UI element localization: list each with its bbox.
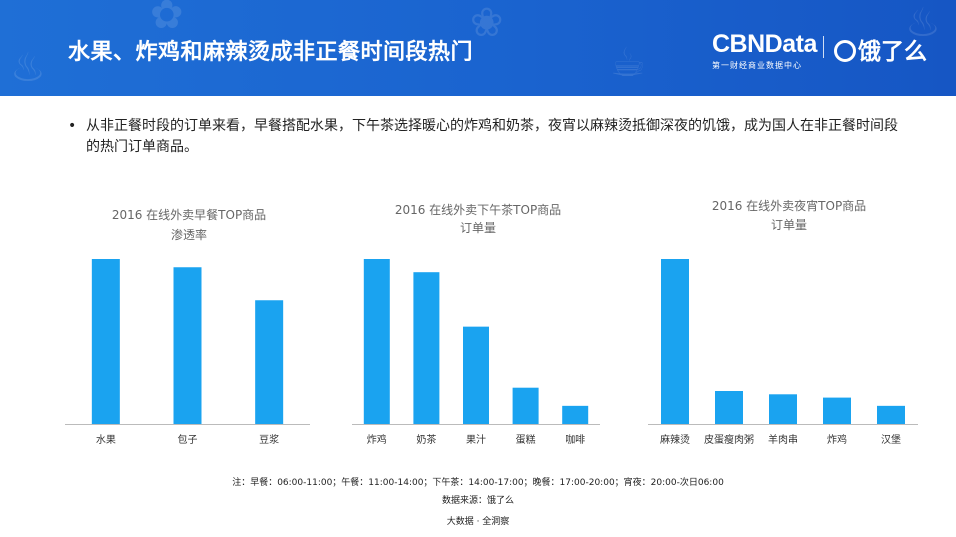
chart-title: 2016 在线外卖夜宵TOP商品 xyxy=(712,198,866,213)
food-decoration-icon: ✿ xyxy=(150,0,184,38)
tagline: 大数据 · 全洞察 xyxy=(446,517,510,527)
chart-subtitle: 订单量 xyxy=(460,221,496,235)
bar-包子 xyxy=(173,267,202,424)
partner-name: 饿了么 xyxy=(858,39,927,65)
x-tick-label: 果汁 xyxy=(466,433,486,446)
eleme-logo: 饿了么 xyxy=(834,32,927,66)
bar-麻辣烫 xyxy=(661,259,689,424)
x-tick-label: 奶茶 xyxy=(416,433,436,446)
chart-subtitle: 订单量 xyxy=(771,218,807,232)
food-decoration-icon: ♨ xyxy=(905,0,941,46)
bar-蛋糕 xyxy=(512,387,539,424)
x-tick-label: 炸鸡 xyxy=(827,433,847,446)
brand-divider xyxy=(823,36,824,58)
bar-豆浆 xyxy=(255,300,284,424)
bar-水果 xyxy=(91,259,120,424)
x-tick-label: 包子 xyxy=(178,433,198,446)
bar-炸鸡 xyxy=(363,259,390,424)
x-tick-label: 皮蛋瘦肉粥 xyxy=(704,433,754,446)
brand-subtitle: 第一财经商业数据中心 xyxy=(712,61,802,70)
bar-果汁 xyxy=(463,326,489,424)
cbndata-logo: CBNData 第一财经商业数据中心 xyxy=(712,30,817,71)
intro-paragraph: • 从非正餐时段的订单来看，早餐搭配水果，下午茶选择暖心的炸鸡和奶茶，夜宵以麻辣… xyxy=(68,116,908,158)
bullet-icon: • xyxy=(68,118,77,134)
x-tick-label: 水果 xyxy=(96,434,116,446)
brand-name: CBNData xyxy=(712,30,817,58)
chart-title: 2016 在线外卖早餐TOP商品 xyxy=(112,207,266,222)
x-tick-label: 炸鸡 xyxy=(367,433,387,446)
eleme-icon xyxy=(834,40,856,62)
intro-text: 从非正餐时段的订单来看，早餐搭配水果，下午茶选择暖心的炸鸡和奶茶，夜宵以麻辣烫抵… xyxy=(86,118,898,155)
x-tick-label: 羊肉串 xyxy=(768,433,798,446)
bar-羊肉串 xyxy=(769,394,797,424)
chart-subtitle: 渗透率 xyxy=(171,227,207,242)
x-tick-label: 汉堡 xyxy=(881,433,901,446)
food-decoration-icon: ☕ xyxy=(610,40,646,86)
footnote-time-ranges: 注：早餐：06:00-11:00；午餐：11:00-14:00；下午茶：14:0… xyxy=(232,478,724,488)
data-source: 数据来源：饿了么 xyxy=(441,496,514,506)
bar-皮蛋瘦肉粥 xyxy=(715,391,743,424)
x-tick-label: 蛋糕 xyxy=(516,433,536,446)
bar-汉堡 xyxy=(877,405,905,424)
chart-title: 2016 在线外卖下午茶TOP商品 xyxy=(395,202,561,217)
bar-炸鸡 xyxy=(823,397,851,424)
page-title: 水果、炸鸡和麻辣烫成非正餐时间段热门 xyxy=(68,40,474,65)
food-decoration-icon: ❀ xyxy=(470,0,504,46)
food-decoration-icon: ♨ xyxy=(10,45,46,91)
bar-奶茶 xyxy=(413,272,440,424)
x-tick-label: 咖啡 xyxy=(565,434,585,446)
x-tick-label: 豆浆 xyxy=(259,433,279,446)
header-banner: ♨ ✿ ❀ ☕ ♨ 水果、炸鸡和麻辣烫成非正餐时间段热门 CBNData 第一财… xyxy=(0,0,956,96)
bar-咖啡 xyxy=(562,405,589,424)
x-tick-label: 麻辣烫 xyxy=(660,433,690,446)
